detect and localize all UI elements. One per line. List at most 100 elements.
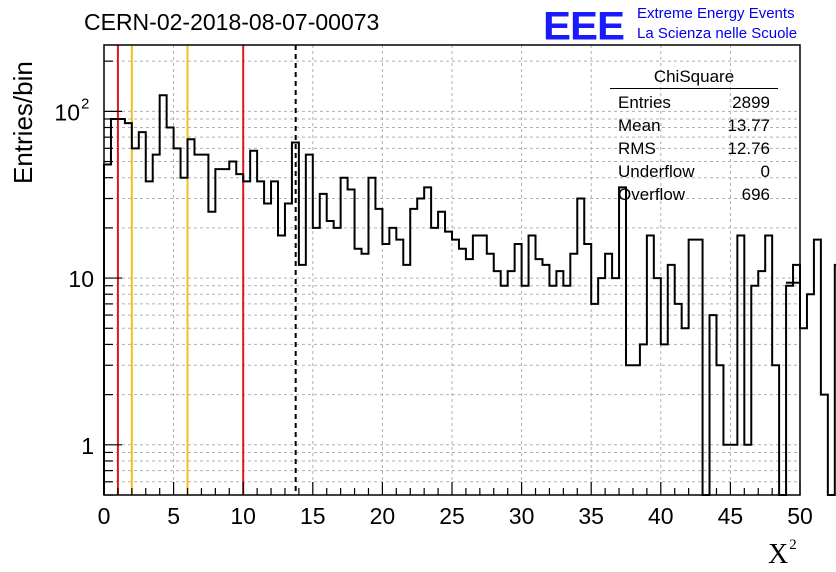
histogram-bin (236, 174, 243, 495)
stats-label: Underflow (618, 162, 695, 181)
stats-box: ChiSquare Entries 2899 Mean 13.77 RMS 12… (610, 66, 778, 206)
x-tick-label: 15 (300, 503, 326, 529)
stats-value: 13.77 (727, 116, 770, 135)
histogram-bin (194, 155, 201, 495)
histogram-bin (118, 119, 125, 495)
histogram-bin (285, 204, 292, 495)
histogram-bin (139, 132, 146, 495)
y-tick-label: 1 (81, 433, 94, 459)
histogram-bin (201, 155, 208, 495)
histogram-bin (737, 236, 744, 495)
histogram-bin (765, 236, 772, 495)
marker-lines-layer (116, 45, 297, 495)
x-axis-label-superscript: 2 (789, 537, 797, 553)
x-tick-label: 25 (439, 503, 465, 529)
histogram-bin (661, 344, 668, 495)
x-tick-label: 0 (98, 503, 111, 529)
stats-row-underflow: Underflow 0 (610, 160, 778, 183)
stats-row-entries: Entries 2899 (610, 91, 778, 114)
run-title: CERN-02-2018-08-07-00073 (84, 9, 380, 35)
histogram-bin (306, 155, 313, 495)
stats-label: Overflow (618, 185, 686, 204)
x-tick-label: 50 (787, 503, 813, 529)
histogram-bin (501, 286, 508, 495)
histogram-bin (382, 244, 389, 495)
x-tick-label: 30 (509, 503, 535, 529)
histogram-bin (132, 148, 139, 495)
histogram-bin (772, 365, 779, 495)
histogram-bin (473, 236, 480, 495)
x-tick-label: 10 (230, 503, 256, 529)
stats-row-rms: RMS 12.76 (610, 137, 778, 160)
histogram-bin (487, 254, 494, 495)
histogram-bin (215, 169, 222, 495)
histogram-bin (181, 178, 188, 495)
histogram-bin (710, 315, 717, 495)
histogram-bin (563, 286, 570, 495)
histogram-layer (103, 94, 836, 496)
histogram-bin (515, 244, 522, 495)
histogram-bin (800, 328, 807, 495)
histogram-bin (633, 365, 640, 495)
stats-label: RMS (618, 139, 656, 158)
histogram-bin (452, 240, 459, 495)
histogram-bin (689, 240, 696, 495)
x-tick-label: 40 (648, 503, 674, 529)
histogram-bin (598, 278, 605, 495)
histogram-bin (313, 228, 320, 495)
x-axis-label: X2 (768, 537, 797, 571)
histogram-bin (438, 212, 445, 495)
histogram-bin (758, 271, 765, 495)
histogram-bin (696, 240, 703, 495)
histogram-bin (271, 181, 278, 495)
histogram-bin (424, 187, 431, 495)
histogram-bin (682, 328, 689, 495)
histogram-bin (208, 212, 215, 495)
histogram-bin (612, 278, 619, 495)
histogram-bin (375, 209, 382, 495)
histogram-bin (807, 294, 814, 495)
histogram-bin (104, 164, 111, 495)
stats-title: ChiSquare (653, 67, 735, 86)
histogram-bin (125, 123, 132, 495)
histogram-bin (640, 344, 647, 495)
histogram-bin (549, 286, 556, 495)
histogram-bin (751, 286, 758, 495)
histogram-bin (536, 259, 543, 495)
stats-value: 2899 (732, 93, 770, 112)
histogram-bin (744, 445, 751, 495)
histogram-bin (556, 271, 563, 495)
logo-tagline-1: Extreme Energy Events (637, 5, 795, 22)
histogram-bin (508, 271, 515, 495)
histogram-bin (654, 278, 661, 495)
stats-row-overflow: Overflow 696 (610, 183, 778, 206)
stats-separator (610, 88, 778, 89)
x-tick-label: 35 (578, 503, 604, 529)
histogram-bin (278, 236, 285, 495)
histogram-bin (299, 265, 306, 495)
y-tick-label-exponent: 2 (81, 95, 89, 112)
x-tick-label: 20 (370, 503, 396, 529)
stats-value: 696 (741, 185, 770, 204)
histogram-bin (229, 162, 236, 495)
histogram-bin (591, 304, 598, 495)
histogram-bin (174, 148, 181, 495)
histogram-bin (431, 228, 438, 495)
histogram-bin (675, 304, 682, 495)
histogram-bin (264, 204, 271, 495)
histogram-bin (334, 228, 341, 495)
grid-layer (104, 45, 800, 495)
histogram-bin (153, 155, 160, 495)
histogram-bin (619, 187, 626, 495)
histogram-bin (723, 445, 730, 495)
x-axis-label-base: X (768, 539, 789, 570)
histogram-bin (403, 265, 410, 495)
histogram-bin (111, 119, 118, 495)
histogram-bin (480, 236, 487, 495)
histogram-bin (814, 240, 821, 495)
stats-label: Entries (618, 93, 671, 112)
histogram-bin (368, 178, 375, 495)
histogram-bin (786, 286, 793, 495)
histogram-bin (167, 128, 174, 495)
